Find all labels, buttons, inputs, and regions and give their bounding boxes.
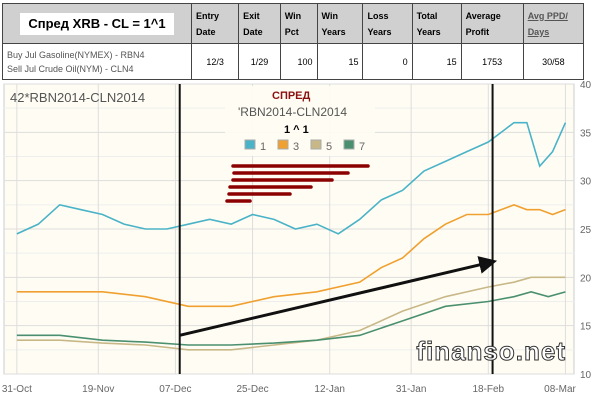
- header-average-profit: Average Profit: [460, 3, 524, 44]
- header-win-years: Win Years: [316, 3, 364, 44]
- x-tick-label: 25-Dec: [236, 384, 268, 395]
- legend-swatch-1: [244, 139, 256, 150]
- y-tick-label: 20: [580, 273, 592, 284]
- legend-ratio: 1 ^ 1: [284, 124, 309, 136]
- sell-leg-link[interactable]: Sell Jul Crude Oil(NYM) - CLN4: [7, 63, 134, 74]
- win-pct: 100: [279, 43, 318, 80]
- legend-swatch-3: [277, 139, 289, 150]
- series-line-5: [16, 276, 566, 351]
- x-tick-label: 08-Mar: [544, 384, 576, 395]
- x-tick-label: 19-Nov: [82, 384, 114, 395]
- header-avg-ppd-link[interactable]: Avg PPD/ Days: [522, 3, 585, 44]
- header-win-pct: Win Pct: [279, 3, 318, 44]
- avg-ppd-days: 30/58: [522, 43, 585, 80]
- y-tick-label: 25: [580, 225, 592, 236]
- table-title: Спред XRB - CL = 1^1: [20, 12, 174, 35]
- series-line-1: [16, 121, 567, 235]
- table-title-cell: Спред XRB - CL = 1^1: [2, 3, 192, 44]
- y-tick-label: 40: [580, 80, 592, 91]
- legend-swatch-7: [343, 139, 355, 150]
- legend-swatch-5: [310, 139, 322, 150]
- watermark: finanso.net: [416, 336, 566, 367]
- x-tick-label: 12-Jan: [314, 384, 345, 395]
- legend-title: СПРЕД: [272, 90, 311, 102]
- x-tick-label: 07-Dec: [159, 384, 191, 395]
- header-exit-date: Exit Date: [238, 3, 281, 44]
- legend-label-1: 1: [260, 141, 266, 153]
- y-tick-label: 10: [580, 370, 592, 381]
- exit-date: 1/29: [238, 43, 281, 80]
- x-tick-label: 18-Feb: [472, 384, 504, 395]
- win-years: 15: [316, 43, 364, 80]
- entry-date: 12/3: [190, 43, 240, 80]
- y-tick-label: 30: [580, 177, 592, 188]
- buy-leg-link[interactable]: Buy Jul Gasoline(NYMEX) - RBN4: [7, 49, 145, 60]
- loss-years: 0: [362, 43, 413, 80]
- legend-subtitle: 'RBN2014-CLN2014: [238, 105, 347, 119]
- trend-arrow: [179, 256, 498, 337]
- y-tick-label: 15: [580, 322, 592, 333]
- series-line-7: [16, 291, 566, 346]
- average-profit: 1753: [460, 43, 524, 80]
- legend-label-7: 7: [359, 141, 365, 153]
- header-total-years: Total Years: [411, 3, 462, 44]
- series-line-3: [16, 203, 566, 308]
- total-years: 15: [411, 43, 462, 80]
- legs-cell: Buy Jul Gasoline(NYMEX) - RBN4 Sell Jul C…: [2, 43, 192, 80]
- chart-title: 42*RBN2014-CLN2014: [10, 90, 145, 105]
- red-bars-annotation: [225, 164, 370, 203]
- header-loss-years: Loss Years: [362, 3, 413, 44]
- x-tick-label: 31-Oct: [2, 384, 32, 395]
- legend-label-5: 5: [326, 141, 332, 153]
- seasonal-spread-table: Спред XRB - CL = 1^1 Entry Date Exit Dat…: [2, 3, 585, 80]
- header-entry-date: Entry Date: [190, 3, 240, 44]
- x-tick-label: 31-Jan: [396, 384, 427, 395]
- y-tick-label: 35: [580, 128, 592, 139]
- legend-label-3: 3: [293, 141, 299, 153]
